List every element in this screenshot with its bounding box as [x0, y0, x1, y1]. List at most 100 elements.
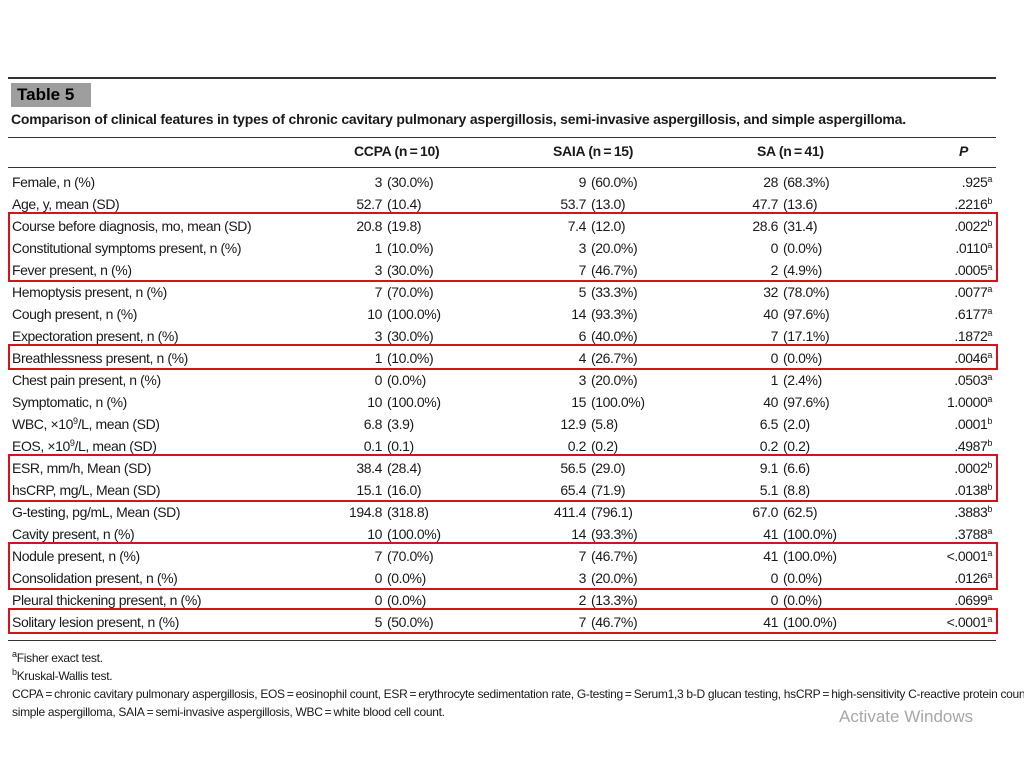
cell-saia-pct: (13.0)	[591, 196, 626, 212]
cell-ccpa-pct: (100.0%)	[387, 394, 441, 410]
highlight-box	[8, 212, 998, 282]
cell-p-value: .0699a	[954, 592, 992, 608]
cell-saia-n: 15	[571, 394, 586, 410]
cell-saia-n: 65.4	[560, 482, 586, 498]
cell-sa-pct: (97.6%)	[783, 394, 830, 410]
row-label: Constitutional symptoms present, n (%)	[12, 240, 242, 256]
cell-saia-pct: (20.0%)	[591, 240, 638, 256]
cell-saia-pct: (33.3%)	[591, 284, 638, 300]
cell-saia-n: 5	[578, 284, 587, 300]
header-bottom-rule	[8, 167, 996, 168]
table-row: Female, n (%) 3 (30.0%) 9 (60.0%) 28 (68.3%) .9…	[0, 171, 1024, 193]
cell-saia-n: 9	[578, 174, 587, 190]
cell-sa-pct: (100.0%)	[783, 548, 837, 564]
abbreviations-line-1: CCPA = chronic cavitary pulmonary asperg…	[12, 687, 1024, 701]
cell-sa-n: 6.5	[759, 416, 779, 432]
cell-ccpa-pct: (0.0%)	[387, 570, 426, 586]
cell-ccpa-n: 52.7	[356, 196, 382, 212]
highlight-box	[8, 344, 998, 370]
cell-sa-pct: (68.3%)	[783, 174, 830, 190]
cell-sa-pct: (6.6)	[783, 460, 810, 476]
cell-sa-pct: (78.0%)	[783, 284, 830, 300]
col-header-saia: SAIA (n = 15)	[553, 143, 634, 159]
cell-sa-pct: (2.0)	[783, 416, 810, 432]
table-row: Fever present, n (%) 3 (30.0%) 7 (46.7%) 2 (4.…	[0, 259, 1024, 281]
cell-sa-n: 1	[770, 372, 779, 388]
cell-sa-n: 9.1	[759, 460, 779, 476]
row-label: Nodule present, n (%)	[12, 548, 140, 564]
cell-saia-n: 3	[578, 240, 587, 256]
cell-saia-n: 56.5	[560, 460, 586, 476]
cell-saia-pct: (46.7%)	[591, 548, 638, 564]
activate-windows-watermark: Activate Windows	[839, 707, 974, 726]
highlight-box	[8, 608, 998, 634]
cell-p-value: .6177a	[954, 306, 992, 322]
row-label: Female, n (%)	[12, 174, 95, 190]
cell-saia-pct: (93.3%)	[591, 306, 638, 322]
cell-saia-n: 3	[578, 372, 587, 388]
cell-ccpa-n: 3	[374, 174, 383, 190]
cell-ccpa-n: 7	[374, 548, 383, 564]
cell-ccpa-pct: (0.0%)	[387, 372, 426, 388]
row-label: hsCRP, mg/L, Mean (SD)	[12, 482, 161, 498]
cell-sa-pct: (62.5)	[783, 504, 818, 520]
cell-ccpa-pct: (70.0%)	[387, 284, 434, 300]
cell-sa-n: 0	[770, 592, 779, 608]
table-row: EOS, ×109/L, mean (SD) 0.1 (0.1) 0.2 (0.2) 0.…	[0, 435, 1024, 457]
table-row: Symptomatic, n (%) 10 (100.0%) 15 (100.0%) 40…	[0, 391, 1024, 413]
cell-p-value: .0002b	[954, 460, 992, 476]
cell-saia-pct: (93.3%)	[591, 526, 638, 542]
table-row: Nodule present, n (%) 7 (70.0%) 7 (46.7%) 41(…	[0, 545, 1024, 567]
cell-ccpa-pct: (100.0%)	[387, 526, 441, 542]
table-row: Expectoration present, n (%) 3 (30.0%) 6 (40…	[0, 325, 1024, 347]
cell-sa-n: 5.1	[759, 482, 779, 498]
highlight-box	[8, 454, 998, 502]
cell-saia-n: 411.4	[554, 504, 586, 520]
cell-ccpa-n: 0.1	[363, 438, 383, 454]
table-row: G-testing, pg/mL, Mean (SD) 194.8 (318.8) 4…	[0, 501, 1024, 523]
cell-sa-n: 2	[770, 262, 779, 278]
cell-sa-n: 0	[770, 350, 779, 366]
table-row: hsCRP, mg/L, Mean (SD) 15.1 (16.0) 65.4 (71.…	[0, 479, 1024, 501]
cell-sa-pct: (0.0%)	[783, 240, 822, 256]
header-top-rule	[8, 137, 996, 138]
table-row: Hemoptysis present, n (%) 7 (70.0%) 5 (33.3%…	[0, 281, 1024, 303]
cell-sa-pct: (97.6%)	[783, 306, 830, 322]
cell-sa-pct: (31.4)	[783, 218, 818, 234]
cell-p-value: .925a	[961, 174, 993, 190]
cell-ccpa-n: 15.1	[356, 482, 382, 498]
cell-saia-n: 7.4	[567, 218, 587, 234]
cell-saia-n: 7	[578, 548, 587, 564]
table-row: Solitary lesion present, n (%) 5 (50.0%) 7(…	[0, 611, 1024, 633]
cell-p-value: .0046a	[954, 350, 992, 366]
cell-ccpa-n: 1	[374, 350, 383, 366]
cell-ccpa-pct: (100.0%)	[387, 306, 441, 322]
cell-sa-n: 0	[770, 240, 779, 256]
cell-p-value: 1.0000a	[946, 394, 992, 410]
cell-ccpa-n: 5	[374, 614, 383, 630]
cell-saia-n: 53.7	[560, 196, 586, 212]
cell-p-value: <.0001a	[946, 548, 993, 564]
cell-ccpa-n: 0	[374, 592, 383, 608]
cell-sa-pct: (0.0%)	[783, 350, 822, 366]
col-header-ccpa: CCPA (n = 10)	[354, 143, 440, 159]
row-label: Consolidation present, n (%)	[12, 570, 178, 586]
cell-p-value: .0077a	[954, 284, 992, 300]
footnote-b: bKruskal-Wallis test.	[12, 667, 113, 684]
cell-sa-pct: (13.6)	[783, 196, 818, 212]
row-label: Age, y, mean (SD)	[12, 196, 120, 212]
cell-saia-pct: (100.0%)	[591, 394, 645, 410]
cell-sa-n: 47.7	[752, 196, 778, 212]
cell-sa-n: 41	[763, 548, 778, 564]
cell-saia-pct: (13.3%)	[591, 592, 638, 608]
cell-ccpa-pct: (19.8)	[387, 218, 422, 234]
row-label: WBC, ×109/L, mean (SD)	[12, 416, 160, 432]
cell-p-value: .0503a	[954, 372, 992, 388]
cell-p-value: .0126a	[954, 570, 992, 586]
cell-saia-pct: (20.0%)	[591, 372, 638, 388]
cell-ccpa-pct: (10.4)	[387, 196, 422, 212]
cell-ccpa-n: 0	[374, 570, 383, 586]
cell-sa-n: 40	[763, 306, 778, 322]
row-label: Pleural thickening present, n (%)	[12, 592, 202, 608]
cell-saia-n: 2	[578, 592, 587, 608]
